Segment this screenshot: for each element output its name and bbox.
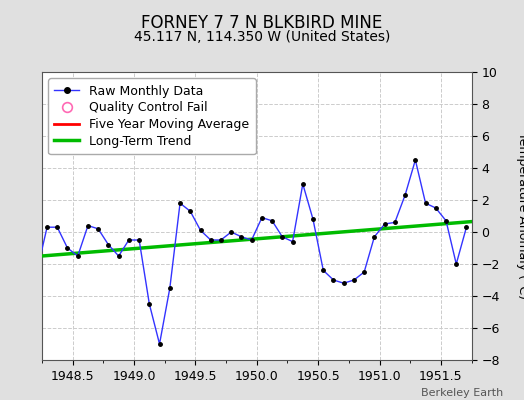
Text: 45.117 N, 114.350 W (United States): 45.117 N, 114.350 W (United States): [134, 30, 390, 44]
Legend: Raw Monthly Data, Quality Control Fail, Five Year Moving Average, Long-Term Tren: Raw Monthly Data, Quality Control Fail, …: [48, 78, 256, 154]
Y-axis label: Temperature Anomaly (°C): Temperature Anomaly (°C): [517, 132, 524, 300]
Text: FORNEY 7 7 N BLKBIRD MINE: FORNEY 7 7 N BLKBIRD MINE: [141, 14, 383, 32]
Text: Berkeley Earth: Berkeley Earth: [421, 388, 503, 398]
